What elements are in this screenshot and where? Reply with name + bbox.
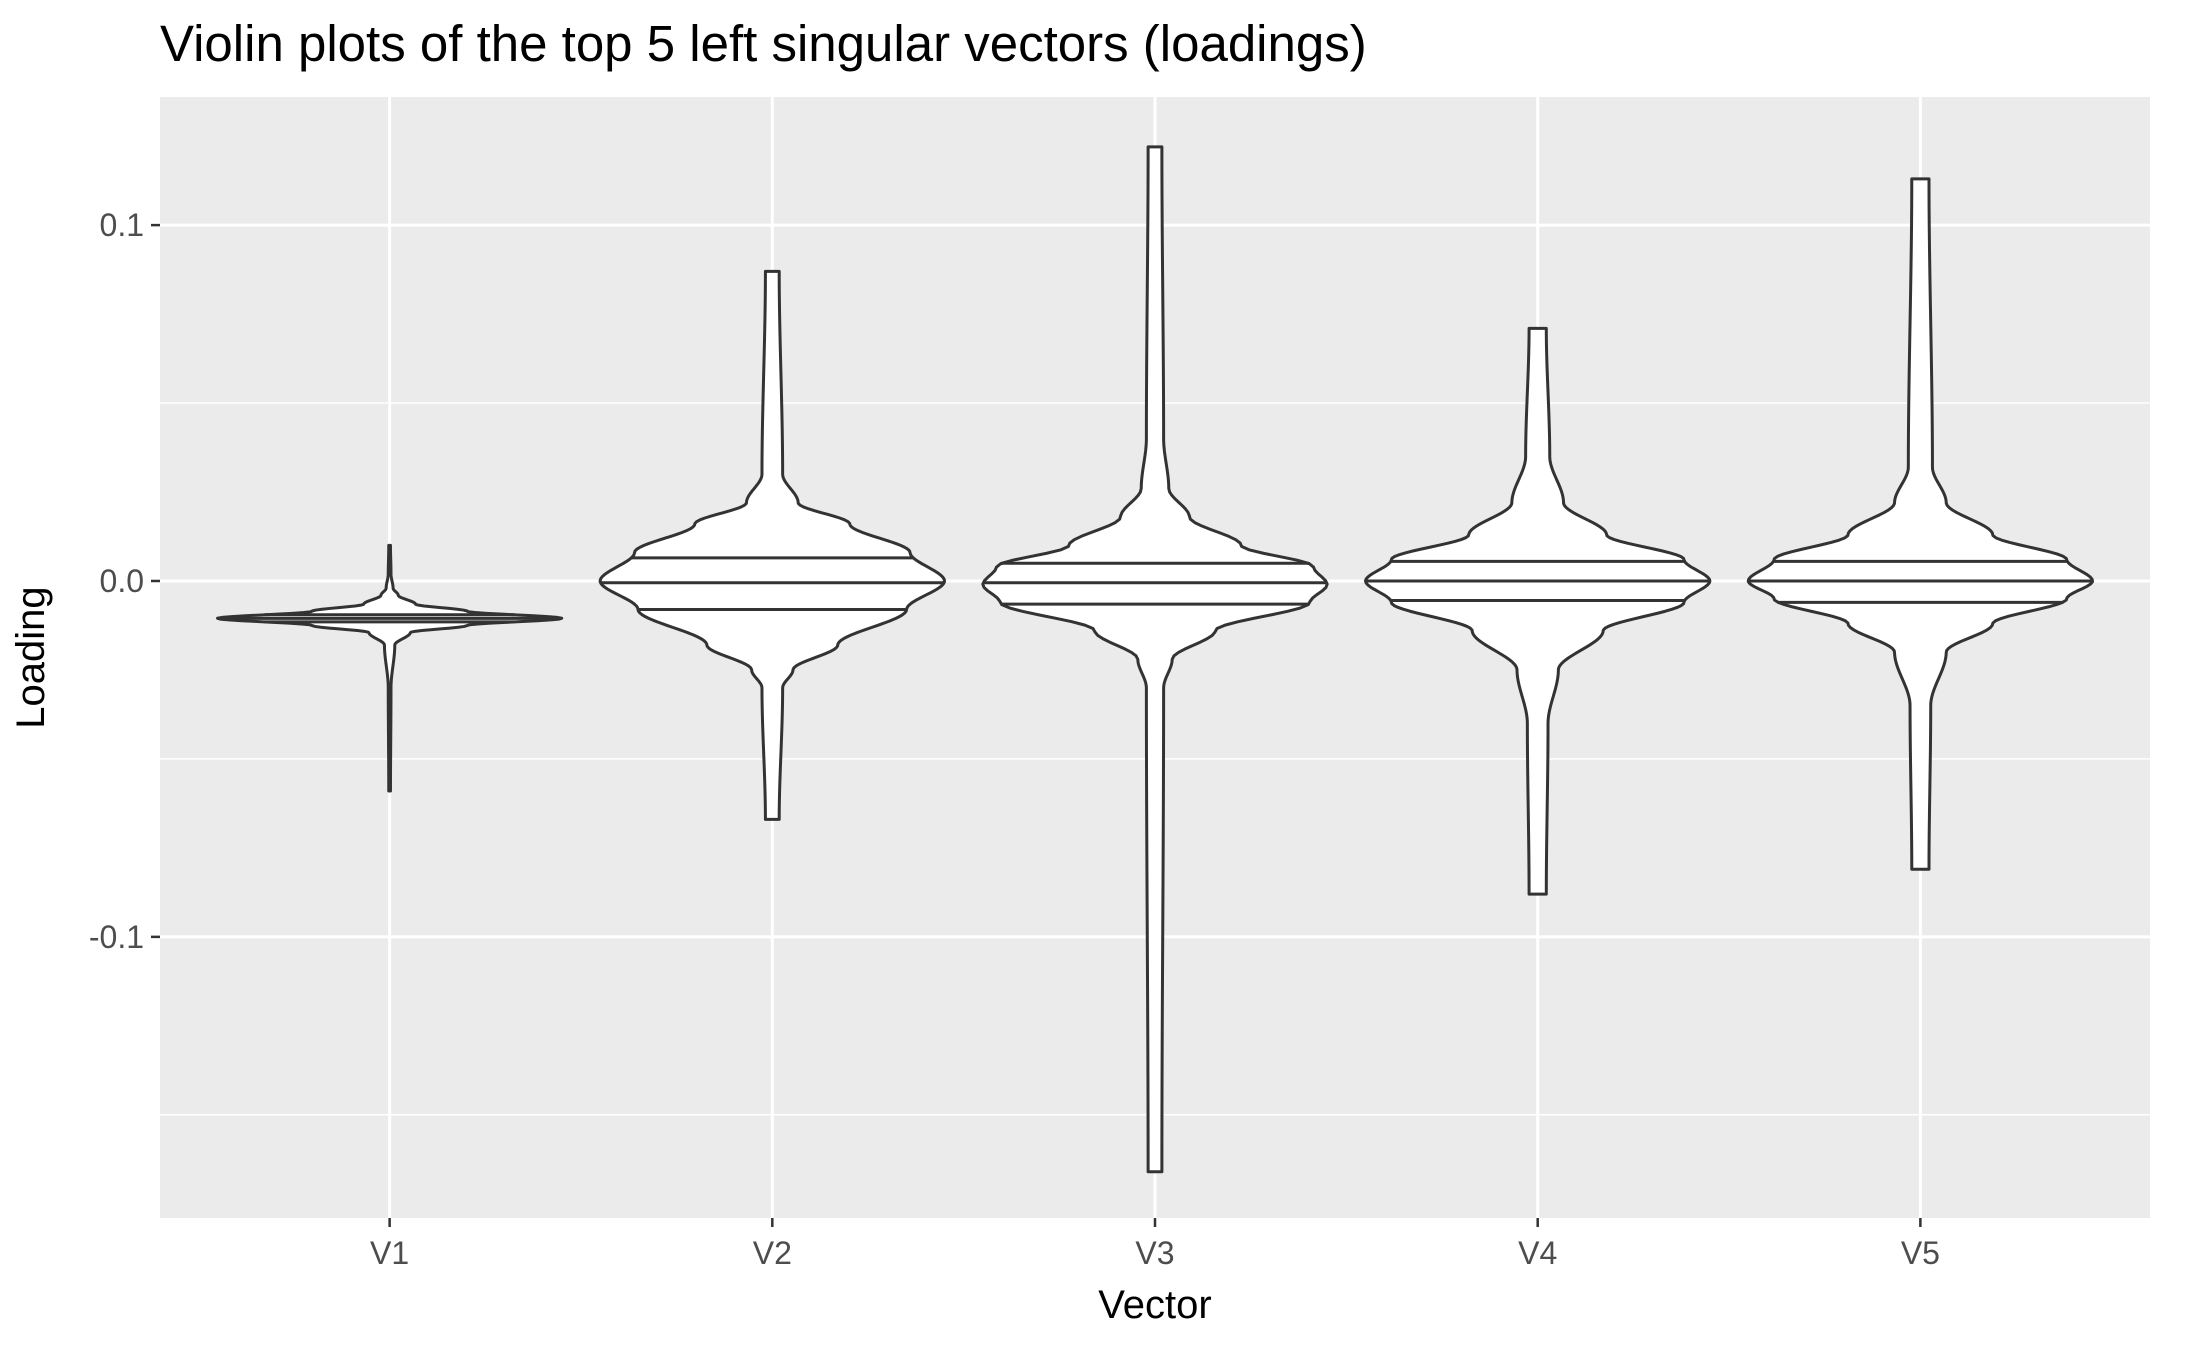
violin-v4 [1363,326,1712,896]
violin-v2 [598,269,946,821]
y-tick-label: -0.1 [89,919,144,955]
x-tick-label: V3 [1135,1235,1174,1271]
violin-v1 [215,543,564,793]
y-tick-label: 0.0 [100,563,144,599]
y-axis: 0.1 0.0 -0.1 [89,207,160,955]
x-axis: V1 V2 V3 V4 V5 [370,1218,1940,1271]
x-tick-label: V5 [1901,1235,1940,1271]
violin-body [1363,326,1712,896]
x-tick-label: V1 [370,1235,409,1271]
chart-title: Violin plots of the top 5 left singular … [160,15,1367,72]
x-tick-label: V2 [753,1235,792,1271]
violin-body [598,269,946,821]
y-axis-title: Loading [9,586,53,728]
x-tick-label: V4 [1518,1235,1557,1271]
y-tick-label: 0.1 [100,207,144,243]
violin-body [215,543,564,793]
violin-body [1746,177,2095,871]
x-axis-title: Vector [1098,1283,1211,1327]
violin-series [215,145,2095,1174]
violin-body [981,145,1329,1174]
violin-v5 [1746,177,2095,871]
violin-v3 [981,145,1329,1174]
